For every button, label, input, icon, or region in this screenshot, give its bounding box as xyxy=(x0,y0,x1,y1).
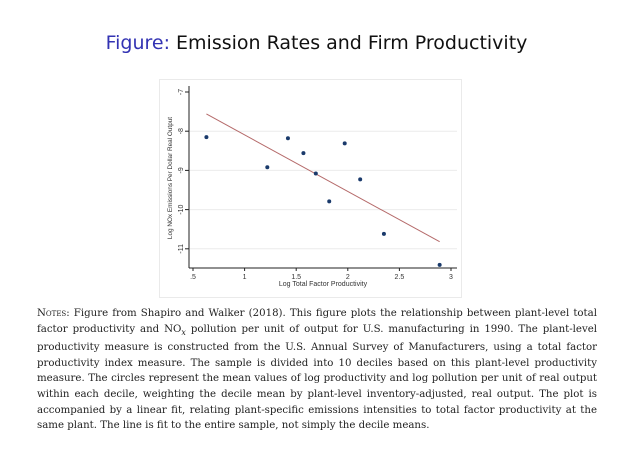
data-point xyxy=(313,171,318,176)
x-tick-label: .5 xyxy=(190,274,196,281)
linear-fit xyxy=(206,113,440,243)
y-axis-label: Log NOx Emissions Per Dollar Real Output xyxy=(167,117,174,239)
notes-text-1: Figure from Shapiro and Walker (2018). T… xyxy=(37,308,597,335)
x-tick-label: 2 xyxy=(346,274,350,281)
data-point xyxy=(358,177,363,182)
x-ticks: .5 1 1.5 2 2.5 3 xyxy=(190,268,453,281)
notes-label: Notes: xyxy=(37,308,70,319)
y-ticks: -7 -8 -9 -10 -11 xyxy=(178,89,189,254)
x-tick-label: 1.5 xyxy=(291,274,301,281)
fit-line xyxy=(206,113,440,243)
data-points xyxy=(204,135,442,267)
x-axis-label: Log Total Factor Productivity xyxy=(279,281,368,288)
figure-notes: Notes: Figure from Shapiro and Walker (2… xyxy=(37,306,597,434)
x-tick-label: 3 xyxy=(449,274,453,281)
data-point xyxy=(204,135,209,140)
data-point xyxy=(342,141,347,146)
plot-frame xyxy=(159,79,462,298)
y-tick-label: -11 xyxy=(178,244,185,254)
data-point xyxy=(381,231,386,236)
slide-title: Figure: Emission Rates and Firm Producti… xyxy=(0,32,633,54)
gridlines xyxy=(190,130,457,250)
data-point xyxy=(327,199,332,204)
x-tick-label: 2.5 xyxy=(395,274,405,281)
y-tick-label: -10 xyxy=(178,204,185,214)
notes-text-2: pollution per unit of output for U.S. ma… xyxy=(37,323,598,432)
y-tick-label: -9 xyxy=(178,167,185,173)
y-tick-label: -8 xyxy=(178,128,185,134)
title-prefix: Figure: xyxy=(105,32,170,54)
data-point xyxy=(437,262,442,267)
data-point xyxy=(301,151,306,156)
x-tick-label: 1 xyxy=(243,274,247,281)
notes-subscript: x xyxy=(181,327,186,337)
data-point xyxy=(265,165,270,170)
y-tick-label: -7 xyxy=(178,89,185,95)
title-text: Emission Rates and Firm Productivity xyxy=(176,32,528,54)
data-point xyxy=(285,136,290,141)
axes xyxy=(188,86,457,269)
